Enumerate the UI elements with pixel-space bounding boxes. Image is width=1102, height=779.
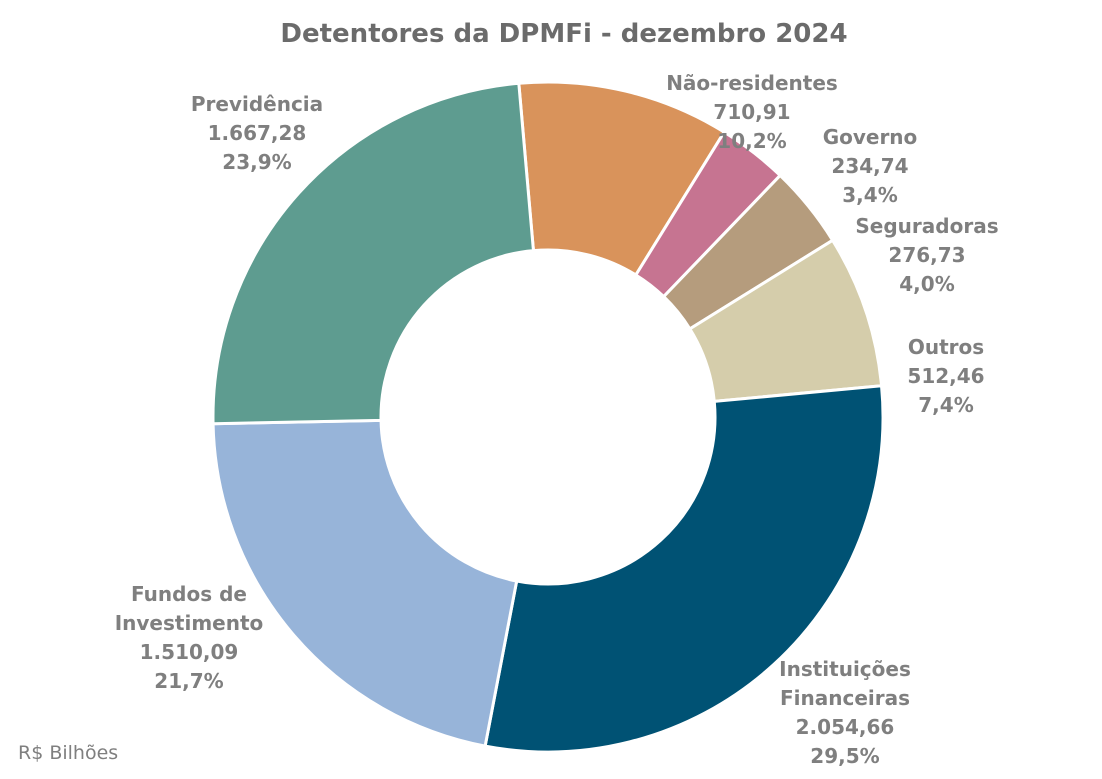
label-governo: Governo 234,74 3,4% [823, 125, 918, 207]
unit-note: R$ Bilhões [18, 742, 118, 764]
donut-slices [211, 80, 885, 754]
slice-fundos-de-investimento [211, 418, 519, 748]
slice-nao-residentes [517, 80, 727, 278]
label-seguradoras: Seguradoras 276,73 4,0% [855, 214, 998, 296]
slice-previdencia [211, 81, 536, 426]
slice-labels: Não-residentes 710,91 10,2% Governo 234,74 3,… [115, 71, 999, 768]
slice-instituicoes-financeiras [483, 384, 885, 754]
label-outros: Outros 512,46 7,4% [907, 335, 984, 417]
label-instituicoes-financeiras: Instituições Financeiras 2.054,66 29,5% [779, 657, 911, 768]
chart-title: Detentores da DPMFi - dezembro 2024 [280, 19, 847, 49]
label-nao-residentes: Não-residentes 710,91 10,2% [666, 71, 838, 153]
label-previdencia: Previdência 1.667,28 23,9% [191, 92, 323, 174]
label-fundos-de-investimento: Fundos de Investimento 1.510,09 21,7% [115, 582, 264, 693]
